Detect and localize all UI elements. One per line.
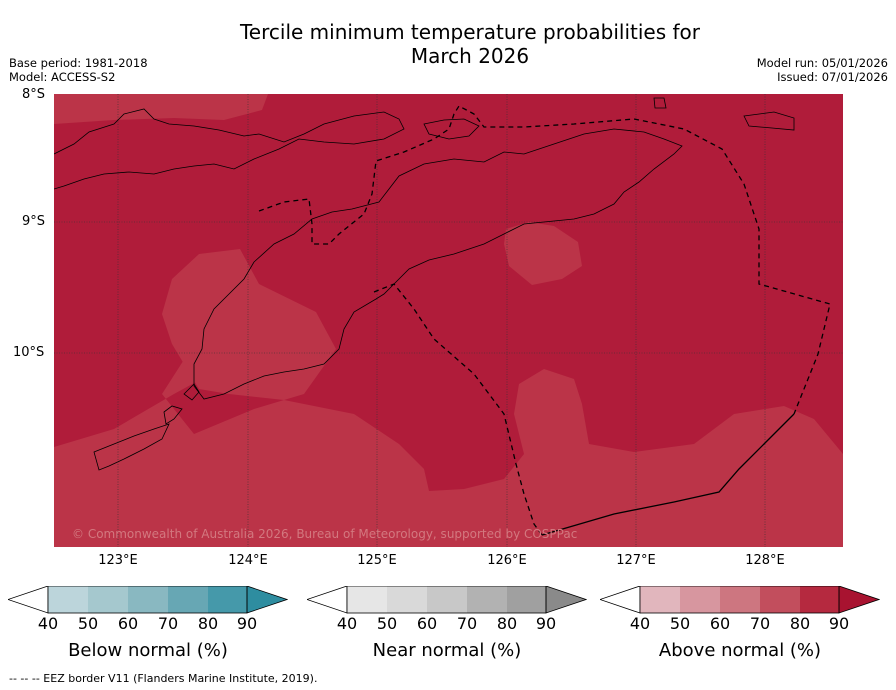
eez-border bbox=[258, 105, 831, 536]
near-ticks: 40 50 60 70 80 90 bbox=[307, 614, 587, 634]
near-band-2 bbox=[387, 586, 427, 613]
coast-roti bbox=[163, 405, 183, 425]
below-band-3 bbox=[128, 586, 168, 613]
above-tick: 50 bbox=[669, 614, 691, 633]
above-band-3 bbox=[720, 586, 760, 613]
title-line-1: Tercile minimum temperature probabilitie… bbox=[239, 20, 701, 44]
issued-date: Issued: 07/01/2026 bbox=[777, 70, 888, 84]
lat-label-10s: 10°S bbox=[13, 345, 45, 360]
above-tick: 80 bbox=[789, 614, 811, 633]
eez-solid-south bbox=[541, 413, 795, 536]
map-title: Tercile minimum temperature probabilitie… bbox=[0, 20, 896, 68]
below-band-5 bbox=[208, 586, 247, 613]
below-ticks: 40 50 60 70 80 90 bbox=[8, 614, 288, 634]
near-tick: 50 bbox=[376, 614, 398, 633]
coast-small-island bbox=[653, 97, 667, 109]
near-tick: 80 bbox=[496, 614, 518, 633]
eez-dashed-line bbox=[258, 105, 831, 415]
coast-alor bbox=[423, 118, 480, 140]
copyright-text: © Commonwealth of Australia 2026, Bureau… bbox=[72, 527, 577, 541]
above-tick: 40 bbox=[629, 614, 651, 633]
near-tick: 60 bbox=[416, 614, 438, 633]
zone-80-south-coast bbox=[54, 249, 843, 547]
near-title: Near normal (%) bbox=[372, 640, 522, 661]
above-ticks: 40 50 60 70 80 90 bbox=[600, 614, 880, 634]
lat-label-9s: 9°S bbox=[22, 214, 46, 229]
below-arrow-high bbox=[246, 586, 288, 614]
lat-label-8s: 8°S bbox=[22, 87, 46, 102]
metadata-left: Base period: 1981-2018 Model: ACCESS-S2 bbox=[9, 56, 148, 84]
below-arrow-low bbox=[8, 586, 49, 614]
colorbar-below bbox=[8, 586, 288, 614]
above-band-1 bbox=[640, 586, 680, 613]
above-band-5 bbox=[800, 586, 839, 613]
lon-label-127e: 127°E bbox=[616, 553, 656, 568]
near-band-1 bbox=[347, 586, 387, 613]
colorbar-near bbox=[307, 586, 587, 614]
below-title: Below normal (%) bbox=[68, 640, 228, 661]
below-band-2 bbox=[88, 586, 128, 613]
below-tick: 60 bbox=[117, 614, 139, 633]
coast-nw-island bbox=[183, 383, 200, 401]
above-band-2 bbox=[680, 586, 720, 613]
below-tick: 50 bbox=[77, 614, 99, 633]
lon-label-124e: 124°E bbox=[228, 553, 268, 568]
model-name: Model: ACCESS-S2 bbox=[9, 70, 116, 84]
base-period: Base period: 1981-2018 bbox=[9, 56, 148, 70]
near-band-4 bbox=[467, 586, 507, 613]
lon-label-125e: 125°E bbox=[357, 553, 397, 568]
above-arrow-high bbox=[838, 586, 880, 614]
near-tick: 70 bbox=[456, 614, 478, 633]
above-tick: 70 bbox=[749, 614, 771, 633]
near-arrow-low bbox=[307, 586, 348, 614]
graticule bbox=[54, 94, 843, 547]
below-band-4 bbox=[168, 586, 208, 613]
below-tick: 90 bbox=[236, 614, 258, 633]
below-tick: 70 bbox=[157, 614, 179, 633]
colorbar-above bbox=[600, 586, 880, 614]
near-tick: 90 bbox=[535, 614, 557, 633]
above-title: Above normal (%) bbox=[658, 640, 822, 661]
model-run: Model run: 05/01/2026 bbox=[756, 56, 888, 70]
zone-80-timor-sea bbox=[504, 222, 582, 285]
coast-flores-islands bbox=[54, 108, 405, 190]
near-band-5 bbox=[507, 586, 546, 613]
coast-semau-sumba bbox=[93, 423, 170, 471]
near-tick: 40 bbox=[336, 614, 358, 633]
coastlines bbox=[54, 97, 795, 471]
probability-map: © Commonwealth of Australia 2026, Bureau… bbox=[54, 94, 843, 547]
near-band-3 bbox=[427, 586, 467, 613]
lon-label-128e: 128°E bbox=[745, 553, 785, 568]
near-arrow-high bbox=[545, 586, 587, 614]
metadata-right: Model run: 05/01/2026 Issued: 07/01/2026 bbox=[757, 56, 888, 84]
lon-label-126e: 126°E bbox=[487, 553, 527, 568]
zone-80-top-left bbox=[54, 94, 268, 124]
above-tick: 90 bbox=[828, 614, 850, 633]
above-tick: 60 bbox=[709, 614, 731, 633]
title-line-2: March 2026 bbox=[410, 44, 530, 68]
above-arrow-low bbox=[600, 586, 641, 614]
below-tick: 80 bbox=[197, 614, 219, 633]
below-tick: 40 bbox=[37, 614, 59, 633]
below-band-1 bbox=[48, 586, 88, 613]
above-band-4 bbox=[760, 586, 800, 613]
eez-footnote: -- -- -- EEZ border V11 (Flanders Marine… bbox=[9, 672, 318, 685]
eez-dashed-south bbox=[373, 283, 543, 536]
coast-wetar bbox=[743, 111, 795, 131]
coast-timor bbox=[193, 128, 683, 400]
lon-label-123e: 123°E bbox=[98, 553, 138, 568]
